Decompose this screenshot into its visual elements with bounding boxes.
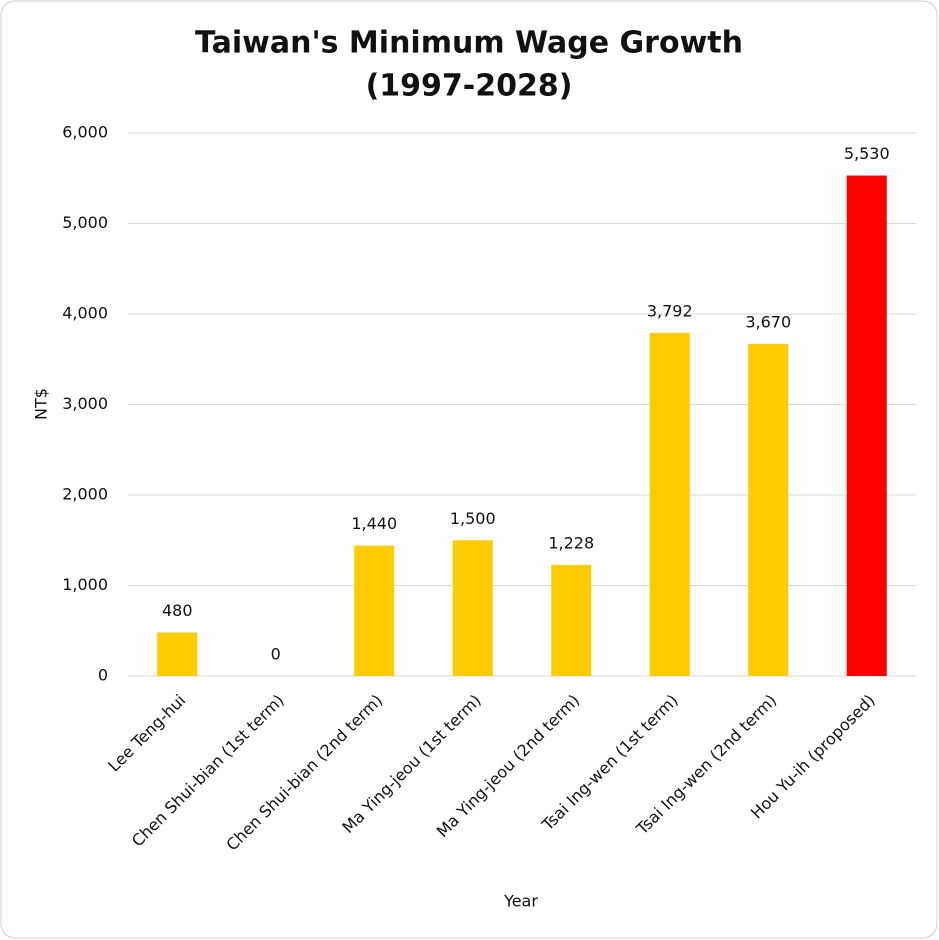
data-label: 480 <box>162 601 193 620</box>
data-label: 3,792 <box>647 301 693 320</box>
y-axis-label: NT$ <box>32 388 51 420</box>
y-tick-label: 2,000 <box>62 485 108 504</box>
data-label: 1,500 <box>450 509 496 528</box>
y-tick-label: 5,000 <box>62 213 108 232</box>
data-label: 1,228 <box>548 533 594 552</box>
bar <box>551 564 592 676</box>
y-tick-label: 0 <box>98 666 108 685</box>
bar <box>748 343 789 676</box>
y-tick-label: 4,000 <box>62 304 108 323</box>
y-tick-label: 6,000 <box>62 123 108 142</box>
bar <box>157 632 198 676</box>
bar <box>649 332 690 676</box>
chart-title: Taiwan's Minimum Wage Growth <box>195 26 743 61</box>
chart-title: (1997-2028) <box>366 69 573 104</box>
data-label: 3,670 <box>745 312 791 331</box>
x-axis-label: Year <box>503 892 538 911</box>
bar <box>354 545 395 676</box>
data-label: 5,530 <box>844 144 890 163</box>
data-label: 1,440 <box>351 514 397 533</box>
y-tick-label: 3,000 <box>62 394 108 413</box>
data-label: 0 <box>271 645 281 664</box>
y-tick-label: 1,000 <box>62 575 108 594</box>
bar <box>452 540 493 676</box>
bar <box>846 175 887 676</box>
